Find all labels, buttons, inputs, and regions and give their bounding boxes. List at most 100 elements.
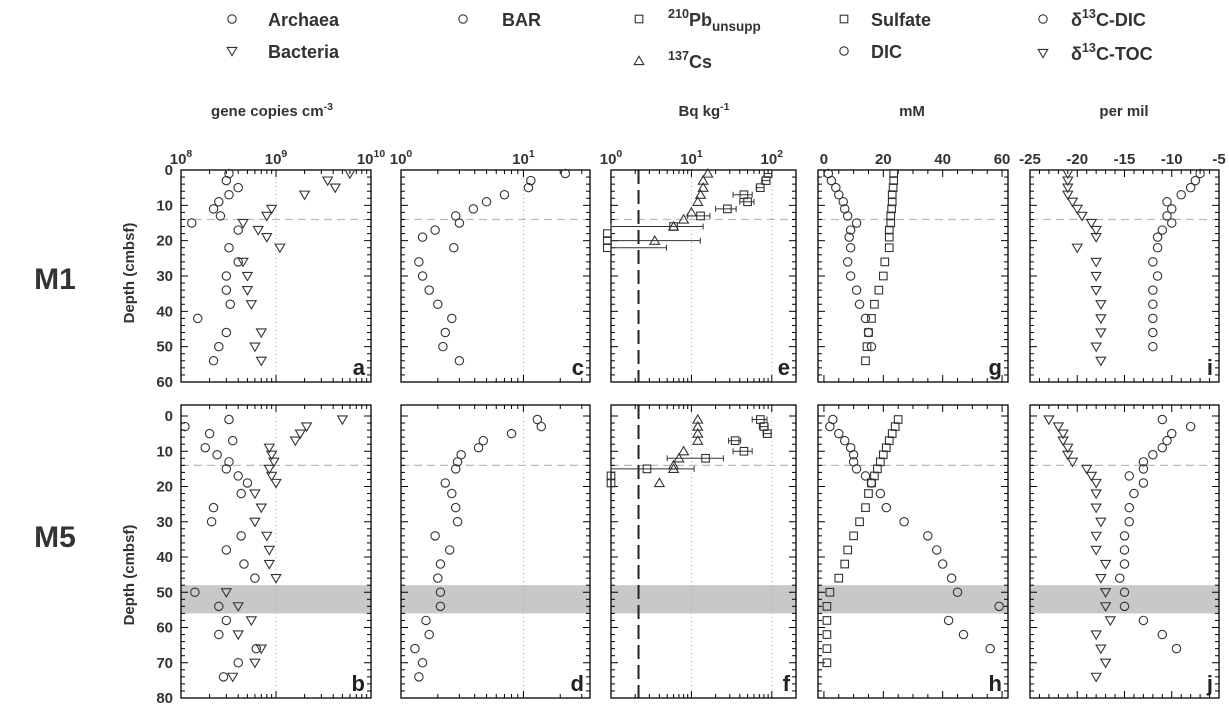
data-point-triangle-up (702, 167, 714, 178)
data-point-circle (985, 643, 995, 654)
row-label-m1: M1 (34, 263, 76, 296)
data-point-triangle-down (241, 271, 254, 282)
data-point-triangle-down (1090, 232, 1102, 243)
data-point-square (884, 436, 894, 446)
shaded-band (611, 585, 796, 614)
data-point-circle (1124, 502, 1134, 513)
data-point-square (739, 446, 749, 456)
data-point-square (743, 197, 752, 207)
data-point-circle (192, 313, 203, 324)
data-point-circle (208, 356, 219, 366)
data-point-circle (221, 327, 232, 338)
data-point-square (880, 257, 890, 267)
data-point-square (602, 229, 612, 238)
data-point-circle (435, 559, 446, 569)
data-point-square (862, 342, 872, 352)
data-point-circle (532, 414, 543, 425)
data-point-circle (236, 531, 246, 541)
data-point-square (606, 471, 616, 481)
column-unit-label: mM (899, 103, 925, 120)
legend-marker-circle (227, 14, 237, 24)
data-point-square (888, 183, 898, 193)
data-point-circle (1119, 587, 1130, 597)
y-tick-label: 40 (156, 549, 173, 566)
data-point-circle (860, 471, 871, 481)
data-point-circle (450, 464, 461, 474)
data-point-circle (958, 629, 969, 640)
x-tick-label: 40 (934, 151, 951, 168)
legend-marker-triangle-up (633, 55, 645, 66)
data-point-square (762, 429, 772, 438)
data-point-circle (845, 225, 856, 235)
data-point-circle (834, 428, 844, 439)
data-point-square (861, 503, 870, 513)
data-point-triangle-down (300, 422, 313, 433)
data-point-circle (233, 182, 243, 193)
data-point-circle (863, 327, 874, 338)
panel-frame (1029, 169, 1220, 383)
x-tick-label: 102 (761, 148, 784, 168)
x-tick-label: -15 (1114, 151, 1136, 168)
data-point-circle (499, 189, 510, 200)
panel-letter: c (572, 355, 584, 380)
data-point-circle (946, 573, 957, 583)
data-point-triangle-up (685, 206, 698, 217)
x-tick-label: 101 (680, 148, 703, 168)
data-point-triangle-down (289, 436, 302, 447)
panel-letter: d (571, 671, 584, 696)
y-tick-label: 60 (156, 374, 173, 391)
x-tick-label: 100 (390, 148, 413, 168)
data-point-triangle-up (673, 452, 685, 463)
data-point-square (881, 443, 891, 453)
data-point-triangle-down (1066, 457, 1079, 468)
data-point-circle (1152, 242, 1163, 253)
x-tick-label: -5 (1212, 151, 1225, 168)
data-point-circle (233, 225, 243, 235)
data-point-triangle-down (1099, 588, 1112, 598)
data-point-circle (881, 502, 892, 513)
data-point-circle (1157, 414, 1168, 425)
data-point-triangle-down (232, 630, 244, 641)
data-point-square (884, 243, 894, 253)
data-point-triangle-down (1090, 257, 1102, 268)
data-point-triangle-up (692, 413, 704, 424)
data-point-triangle-down (1099, 602, 1112, 613)
data-point-triangle-down (329, 183, 341, 194)
data-point-square (893, 415, 903, 424)
data-point-triangle-up (653, 477, 666, 488)
panel-frame (610, 404, 797, 699)
data-point-triangle-up (692, 427, 704, 438)
panel-e (610, 169, 797, 383)
data-point-circle (1138, 615, 1149, 626)
data-point-circle (1157, 629, 1168, 640)
data-point-circle (1185, 421, 1196, 432)
data-point-circle (478, 435, 489, 446)
y-tick-label: 50 (156, 339, 173, 356)
data-point-circle (523, 182, 534, 193)
data-point-circle (435, 601, 446, 612)
data-point-circle (1124, 516, 1134, 527)
legend-label: δ13C-TOC (1071, 41, 1153, 64)
data-point-circle (1152, 271, 1163, 281)
data-point-square (755, 183, 765, 193)
data-point-triangle-down (263, 559, 276, 570)
data-point-triangle-down (255, 503, 268, 514)
data-point-circle (424, 629, 434, 640)
data-point-circle (438, 341, 448, 352)
data-point-circle (417, 271, 428, 281)
x-tick-label: -10 (1161, 151, 1183, 168)
data-point-triangle-up (692, 196, 704, 206)
data-point-circle (848, 450, 859, 460)
data-point-triangle-down (1090, 478, 1102, 489)
data-point-circle (206, 516, 217, 527)
data-point-circle (845, 242, 856, 253)
data-point-circle (233, 657, 243, 668)
data-point-triangle-down (249, 489, 261, 500)
data-point-circle (221, 545, 232, 555)
data-point-square (878, 271, 888, 281)
data-point-circle (233, 471, 243, 481)
data-point-square (840, 559, 850, 569)
legend-marker-circle (1038, 14, 1048, 24)
data-point-circle (923, 531, 933, 541)
data-point-triangle-down (1095, 314, 1107, 325)
